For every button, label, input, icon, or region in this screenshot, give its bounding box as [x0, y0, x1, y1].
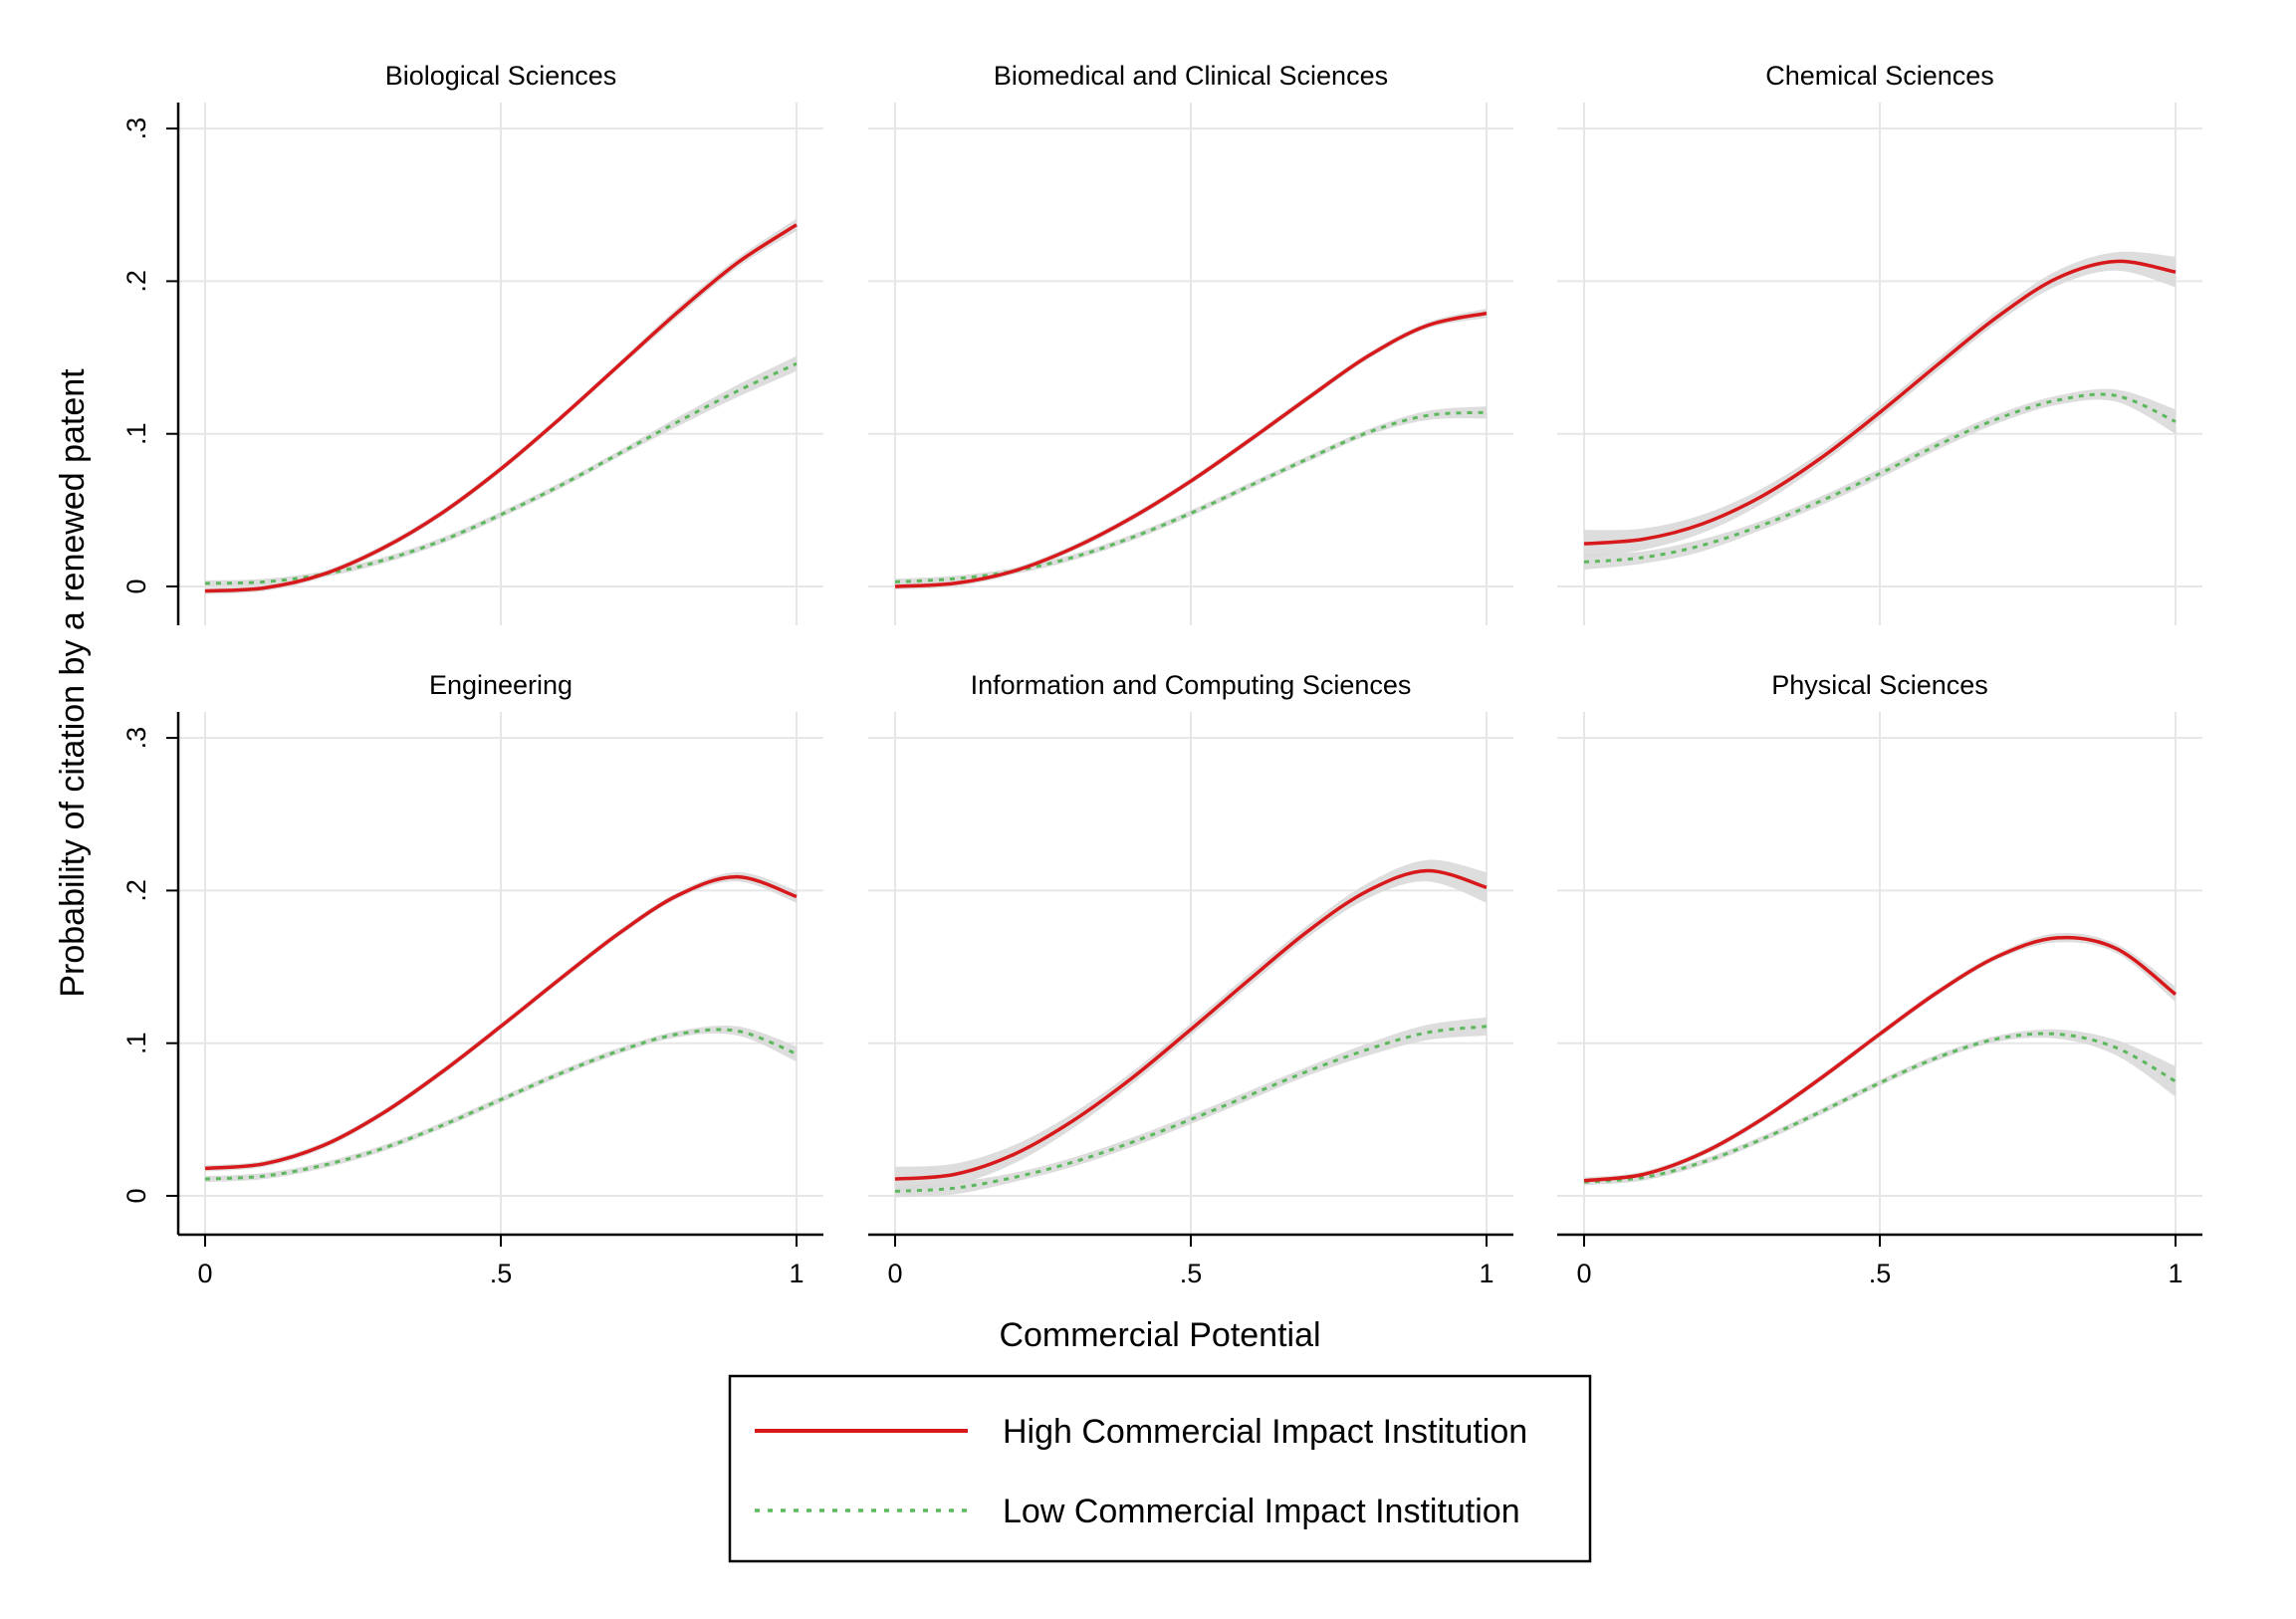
confidence-band	[1584, 1029, 2176, 1186]
x-tick-label: .5	[1180, 1259, 1203, 1288]
x-tick-label: .5	[490, 1259, 513, 1288]
confidence-band	[895, 859, 1487, 1192]
legend: High Commercial Impact Institution Low Co…	[728, 1374, 1592, 1563]
panel-title: Biological Sciences	[385, 61, 617, 91]
panel-1: Biological Sciences 0 .1 .2 .3	[121, 61, 823, 625]
panel-title: Physical Sciences	[1771, 670, 1988, 700]
series-line-high	[894, 311, 1488, 588]
series-line-high	[204, 223, 798, 593]
series-line-low	[204, 1028, 798, 1181]
series-line-high	[1583, 935, 2178, 1183]
y-tick-label: .2	[121, 879, 151, 902]
x-tick-label: 0	[197, 1259, 212, 1288]
x-tick-label: 0	[887, 1259, 902, 1288]
x-tick-label: 0	[1576, 1259, 1591, 1288]
y-tick-label: .3	[121, 117, 151, 140]
x-tick-label: 1	[1479, 1259, 1493, 1288]
y-tick-label: .1	[121, 1032, 151, 1054]
x-tick-label: 1	[789, 1259, 804, 1288]
legend-label: Low Commercial Impact Institution	[1003, 1493, 1520, 1530]
legend-label: High Commercial Impact Institution	[1003, 1413, 1527, 1451]
series-line-low	[1583, 392, 2177, 564]
series-line-high	[1583, 259, 2177, 546]
legend-box	[728, 1374, 1592, 1563]
y-tick-label: .1	[121, 422, 151, 445]
x-tick-label: 1	[2168, 1259, 2182, 1288]
x-tick-label: .5	[1869, 1259, 1892, 1288]
confidence-band	[1584, 388, 2176, 571]
panel-3: Chemical Sciences	[1557, 61, 2202, 625]
panel-title: Chemical Sciences	[1765, 61, 1994, 91]
y-tick-label: .2	[121, 270, 151, 293]
confidence-band	[895, 1017, 1487, 1198]
panel-6: Physical Sciences 0 .5 1	[1557, 670, 2202, 1288]
x-axis-title: Commercial Potential	[999, 1316, 1320, 1354]
y-tick-label: 0	[121, 578, 151, 593]
panel-title: Information and Computing Sciences	[971, 670, 1412, 700]
y-tick-label: 0	[121, 1188, 151, 1203]
panel-4: Engineering 0 .1 .2 .3 0 .5 1	[121, 670, 823, 1288]
panel-title: Biomedical and Clinical Sciences	[994, 61, 1388, 91]
y-tick-label: .3	[121, 727, 151, 750]
panel-5: Information and Computing Sciences 0 .5 1	[868, 670, 1513, 1288]
panel-title: Engineering	[429, 670, 573, 700]
series-line-high	[894, 868, 1488, 1181]
y-axis-title: Probability of citation by a renewed pat…	[54, 368, 92, 998]
series-line-high	[204, 874, 798, 1171]
panel-2: Biomedical and Clinical Sciences	[868, 61, 1513, 625]
